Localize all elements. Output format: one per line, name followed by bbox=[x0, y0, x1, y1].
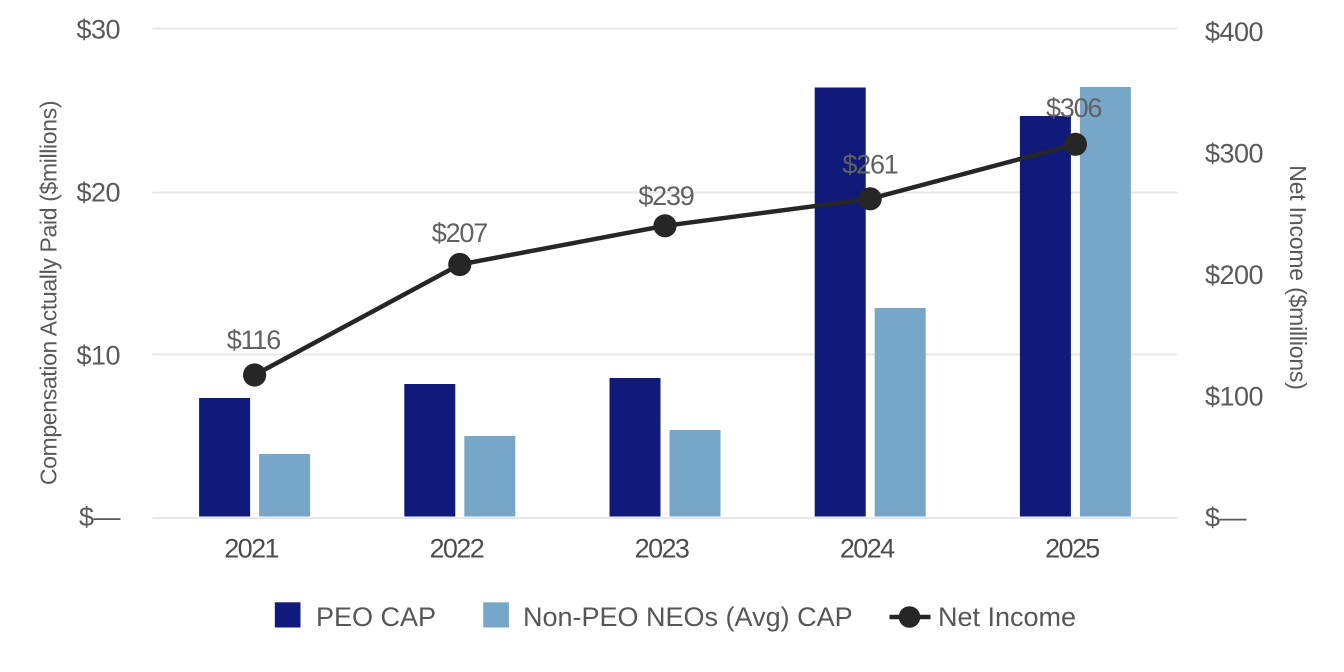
svg-text:$239: $239 bbox=[638, 181, 693, 211]
svg-text:$100: $100 bbox=[1205, 382, 1263, 412]
svg-text:$—: $— bbox=[79, 502, 121, 532]
svg-text:2022: 2022 bbox=[429, 534, 483, 564]
svg-text:$200: $200 bbox=[1205, 260, 1263, 290]
svg-text:Net Income ($millions): Net Income ($millions) bbox=[1285, 165, 1311, 389]
svg-text:$—: $— bbox=[1205, 503, 1247, 533]
svg-text:$261: $261 bbox=[842, 150, 897, 180]
svg-text:$300: $300 bbox=[1205, 139, 1263, 169]
svg-text:PEO CAP: PEO CAP bbox=[316, 602, 436, 632]
svg-text:$116: $116 bbox=[227, 325, 280, 355]
svg-text:$306: $306 bbox=[1046, 93, 1101, 123]
svg-text:$207: $207 bbox=[432, 218, 487, 248]
svg-text:Compensation Actually Paid ($m: Compensation Actually Paid ($millions) bbox=[36, 101, 62, 485]
svg-text:2024: 2024 bbox=[840, 534, 895, 564]
svg-text:$30: $30 bbox=[76, 15, 120, 45]
svg-text:$10: $10 bbox=[76, 341, 120, 371]
svg-text:Non-PEO NEOs (Avg) CAP: Non-PEO NEOs (Avg) CAP bbox=[523, 602, 853, 632]
svg-text:2023: 2023 bbox=[635, 534, 689, 564]
svg-text:$400: $400 bbox=[1205, 17, 1263, 47]
svg-text:Net Income: Net Income bbox=[938, 602, 1076, 632]
svg-text:2021: 2021 bbox=[224, 534, 278, 564]
svg-text:$20: $20 bbox=[76, 178, 120, 208]
svg-text:2025: 2025 bbox=[1045, 534, 1099, 564]
